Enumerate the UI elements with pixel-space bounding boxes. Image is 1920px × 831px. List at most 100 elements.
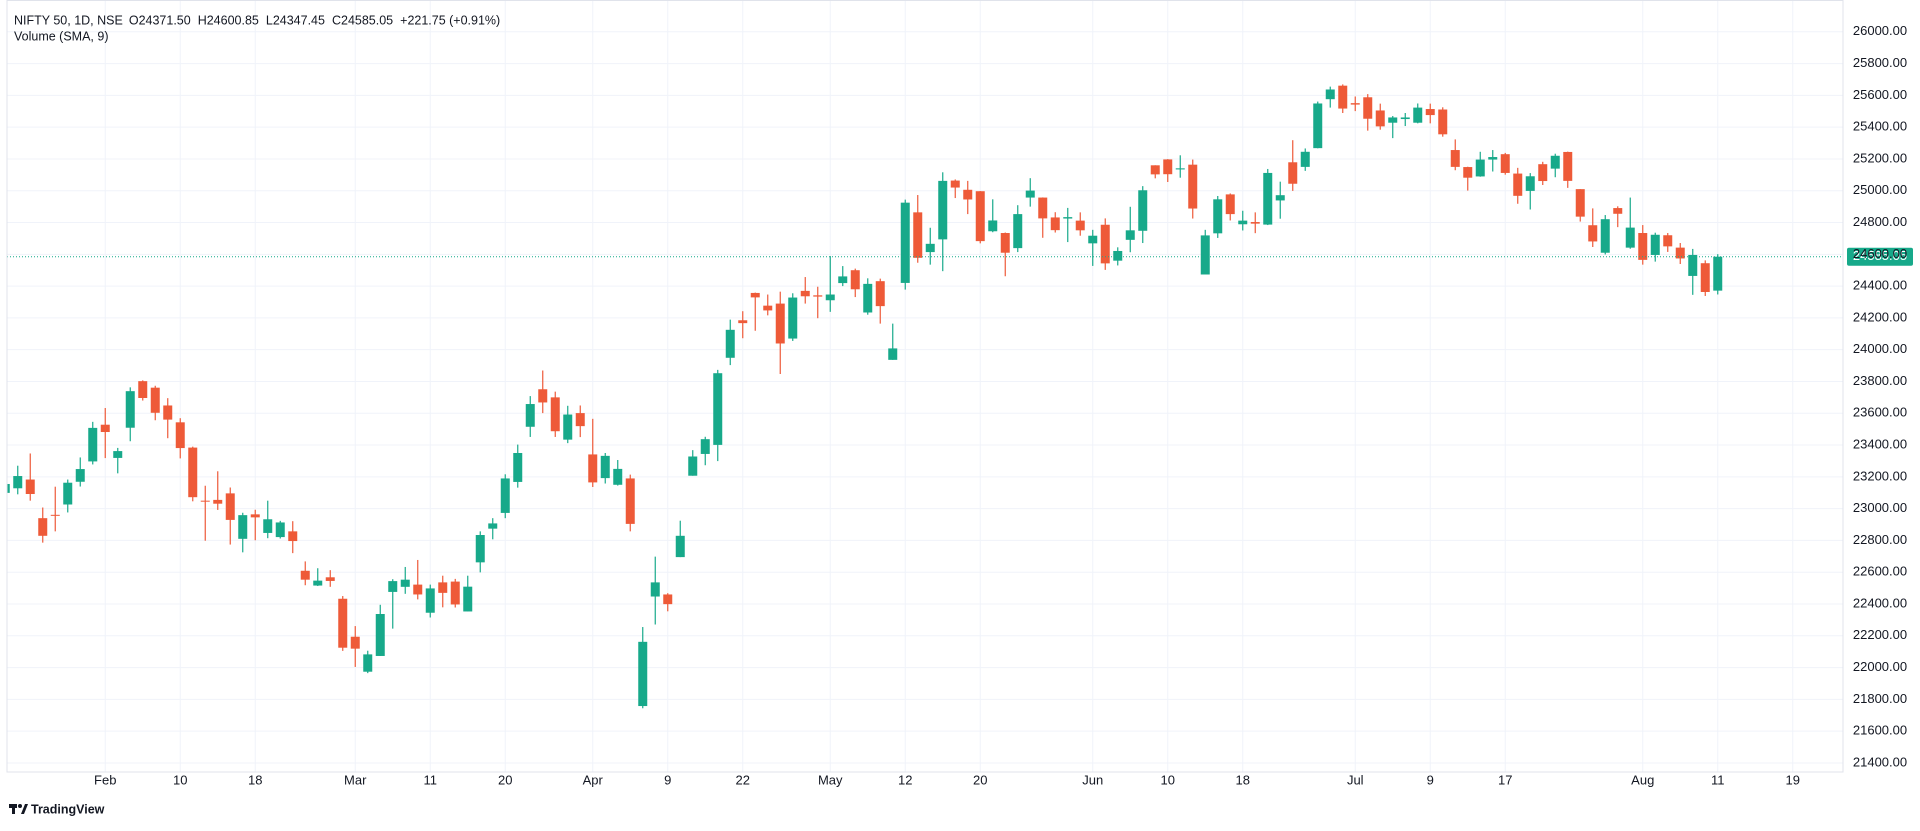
- candle-body: [1475, 159, 1485, 177]
- candle-body: [88, 427, 98, 462]
- candle-body: [1575, 189, 1585, 217]
- x-tick-label: Feb: [94, 772, 116, 787]
- y-tick-label: 24600.00: [1853, 246, 1907, 261]
- candle-body: [1275, 195, 1285, 201]
- candle-body: [1300, 151, 1310, 167]
- candle-body: [1438, 109, 1448, 135]
- candle-body: [375, 614, 385, 656]
- candle-body: [363, 654, 373, 672]
- candle-body: [638, 641, 648, 707]
- candle-body: [338, 598, 348, 648]
- candle-body: [775, 303, 785, 344]
- candle-body: [1013, 214, 1023, 249]
- candle-body: [825, 294, 835, 301]
- y-tick-label: 25600.00: [1853, 87, 1907, 102]
- x-tick-label: 18: [248, 772, 262, 787]
- y-tick-label: 23800.00: [1853, 373, 1907, 388]
- candle-body: [1238, 220, 1248, 225]
- candle-body: [1413, 107, 1423, 123]
- candle-body: [850, 270, 860, 290]
- candle-body: [588, 454, 598, 483]
- candle-body: [1213, 199, 1223, 234]
- candle-body: [25, 479, 35, 495]
- candle-body: [838, 276, 848, 284]
- y-tick-label: 25200.00: [1853, 150, 1907, 165]
- ohlc-legend-item: O24371.50: [129, 13, 191, 27]
- y-tick-label: 24000.00: [1853, 341, 1907, 356]
- y-tick-label: 22400.00: [1853, 595, 1907, 610]
- candle-body: [1050, 217, 1060, 231]
- candle-body: [1350, 103, 1360, 105]
- candle-body: [713, 373, 723, 445]
- candle-body: [388, 581, 398, 592]
- symbol-title: NIFTY 50, 1D, NSE: [14, 13, 123, 27]
- x-tick-label: 9: [1427, 772, 1434, 787]
- y-tick-label: 26000.00: [1853, 23, 1907, 38]
- candle-body: [175, 422, 185, 449]
- logo: TradingView: [9, 802, 105, 816]
- grid: [7, 0, 1843, 772]
- candle-body: [725, 329, 735, 358]
- candle-body: [575, 413, 585, 427]
- candle-body: [625, 478, 635, 524]
- candle-body: [988, 220, 998, 232]
- ohlc-legend-item: H24600.85: [198, 13, 259, 27]
- candle-body: [1625, 227, 1635, 248]
- candle-body: [1338, 85, 1348, 109]
- y-tick-label: 25000.00: [1853, 182, 1907, 197]
- candle-body: [1663, 235, 1673, 247]
- candle-body: [1363, 97, 1373, 119]
- indicator-label: Volume (SMA, 9): [14, 29, 108, 43]
- candle-body: [950, 180, 960, 188]
- y-tick-label: 22000.00: [1853, 659, 1907, 674]
- candle-body: [938, 180, 948, 240]
- candle-body: [350, 636, 360, 649]
- x-tick-label: 17: [1498, 772, 1512, 787]
- candle-body: [325, 577, 335, 581]
- candle-body: [1513, 173, 1523, 196]
- candle-body: [250, 514, 260, 518]
- price-label: 24585.05: [1853, 248, 1907, 263]
- candle-body: [1425, 109, 1435, 116]
- x-tick-label: 10: [1161, 772, 1175, 787]
- candle-body: [188, 447, 198, 498]
- y-tick-label: 22600.00: [1853, 564, 1907, 579]
- candle-body: [450, 581, 460, 605]
- x-tick-label: 20: [498, 772, 512, 787]
- ohlc-legend-item: C24585.05: [332, 13, 393, 27]
- candle-body: [263, 519, 273, 533]
- x-tick-label: 22: [736, 772, 750, 787]
- candle-body: [1525, 176, 1535, 191]
- candle-body: [513, 452, 523, 482]
- candle-body: [1163, 159, 1173, 175]
- candle-body: [425, 588, 435, 613]
- candle-body: [1600, 219, 1610, 253]
- candle-body: [963, 189, 973, 200]
- candle-body: [238, 515, 248, 539]
- candle-body: [1038, 197, 1048, 219]
- candle-body: [788, 297, 798, 339]
- y-tick-label: 21800.00: [1853, 691, 1907, 706]
- candle-body: [925, 243, 935, 253]
- x-tick-label: 20: [973, 772, 987, 787]
- candle-body: [275, 522, 285, 538]
- candle-body: [1400, 117, 1410, 120]
- x-tick-label: 10: [173, 772, 187, 787]
- candle-body: [1025, 190, 1035, 198]
- candle-body: [1138, 190, 1148, 231]
- candle-body: [438, 582, 448, 593]
- candle-body: [1100, 224, 1110, 264]
- overlay: 24585.05: [7, 247, 1913, 266]
- x-tick-label: Aug: [1631, 772, 1654, 787]
- candle-body: [525, 404, 535, 427]
- candle-body: [738, 320, 748, 324]
- candle-body: [125, 391, 135, 428]
- candle-body: [563, 414, 573, 440]
- candle-body: [663, 594, 673, 605]
- candle-body: [1088, 235, 1098, 244]
- ohlc-legend-item: L24347.45: [266, 13, 325, 27]
- candle-body: [888, 348, 898, 360]
- y-tick-label: 23200.00: [1853, 468, 1907, 483]
- candle-body: [475, 535, 485, 563]
